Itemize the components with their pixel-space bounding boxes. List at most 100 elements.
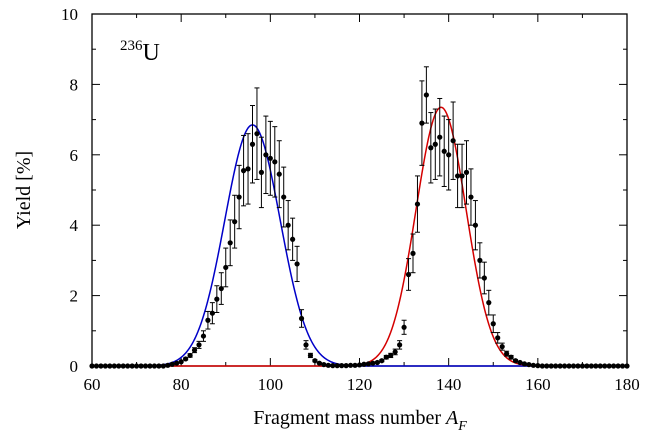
data-point	[151, 363, 158, 369]
isotope-mass-number: 236	[120, 38, 143, 54]
data-point	[548, 363, 554, 369]
data-point	[339, 363, 345, 369]
data-point	[370, 360, 376, 366]
data-point	[401, 324, 407, 330]
data-point	[517, 359, 523, 366]
data-point	[584, 363, 590, 369]
data-point	[138, 363, 144, 369]
y-tick-label: 4	[70, 216, 79, 235]
data-point	[245, 166, 251, 172]
data-point	[116, 363, 122, 369]
y-tick-labels: 0 2 4 6 8 10	[61, 5, 79, 376]
data-point	[512, 358, 519, 364]
data-point	[352, 362, 358, 368]
data-point	[428, 145, 434, 151]
y-axis-title: Yield [%]	[13, 151, 35, 229]
data-point	[120, 363, 126, 369]
isotope-symbol: U	[143, 40, 160, 66]
data-point	[441, 148, 447, 154]
data-point	[388, 352, 394, 359]
data-point	[619, 363, 626, 369]
data-point	[294, 261, 300, 267]
data-point	[272, 159, 278, 165]
data-point	[410, 250, 416, 256]
data-point	[232, 219, 238, 225]
y-tick-label: 6	[70, 146, 79, 165]
fit-curves	[92, 106, 627, 367]
data-point	[454, 173, 461, 179]
data-point	[383, 354, 389, 360]
data-point	[472, 222, 479, 228]
data-point	[405, 271, 412, 278]
x-tick-label: 80	[173, 375, 190, 394]
data-point	[285, 222, 291, 228]
data-point	[107, 363, 113, 369]
data-point	[561, 363, 568, 369]
y-tick-label: 8	[70, 75, 79, 94]
gaussian-fit-curve	[92, 106, 627, 367]
data-point	[624, 363, 630, 369]
data-point	[111, 363, 117, 369]
axis-ticks	[91, 13, 628, 367]
data-point	[588, 363, 594, 369]
data-point	[160, 363, 166, 369]
data-point	[495, 335, 501, 341]
data-point	[343, 363, 349, 369]
data-point	[321, 361, 327, 368]
y-tick-label: 10	[61, 5, 78, 24]
data-point	[437, 134, 443, 140]
data-point	[93, 363, 100, 369]
data-point	[200, 333, 207, 339]
data-points	[89, 66, 630, 369]
data-point	[214, 296, 220, 302]
isotope-annotation: 236U	[120, 38, 160, 66]
data-point	[611, 363, 617, 369]
data-point	[606, 363, 612, 369]
data-point	[570, 363, 577, 369]
data-point	[419, 120, 425, 126]
x-axis-title-subscript: F	[457, 419, 467, 434]
data-point	[218, 285, 224, 292]
data-point	[258, 169, 265, 175]
data-point	[129, 363, 135, 369]
data-point	[499, 344, 505, 350]
data-point	[191, 347, 198, 353]
data-point	[579, 363, 586, 369]
data-point	[374, 359, 380, 366]
data-point	[102, 363, 108, 369]
data-point	[307, 352, 314, 359]
data-point	[227, 240, 233, 246]
data-point	[356, 362, 363, 368]
data-point	[240, 168, 247, 174]
data-point	[423, 92, 429, 98]
data-point	[276, 171, 282, 177]
y-tick-label: 0	[70, 357, 79, 376]
y-tick-label: 2	[70, 287, 79, 306]
data-point	[450, 138, 456, 144]
data-point	[365, 361, 372, 367]
data-point	[508, 354, 514, 360]
x-tick-label: 60	[84, 375, 101, 394]
data-point	[468, 194, 474, 200]
x-axis-title-text: Fragment mass number	[253, 407, 446, 429]
data-point	[544, 363, 550, 369]
data-point	[481, 275, 487, 281]
data-point	[290, 236, 296, 242]
data-point	[575, 363, 581, 369]
data-point	[147, 363, 153, 369]
data-point	[316, 360, 322, 366]
data-point	[254, 131, 260, 137]
data-point	[223, 264, 229, 271]
x-tick-label: 180	[614, 375, 640, 394]
data-point	[361, 361, 367, 367]
data-point	[174, 360, 180, 366]
x-axis-title-variable: A	[444, 407, 459, 429]
data-point	[557, 363, 563, 369]
data-point	[392, 349, 398, 355]
data-point	[530, 362, 536, 368]
data-point	[347, 362, 354, 368]
data-point	[209, 310, 215, 316]
data-point	[521, 361, 528, 367]
x-tick-label: 120	[347, 375, 373, 394]
x-tick-labels: 60 80 100 120 140 160 180	[84, 375, 640, 394]
